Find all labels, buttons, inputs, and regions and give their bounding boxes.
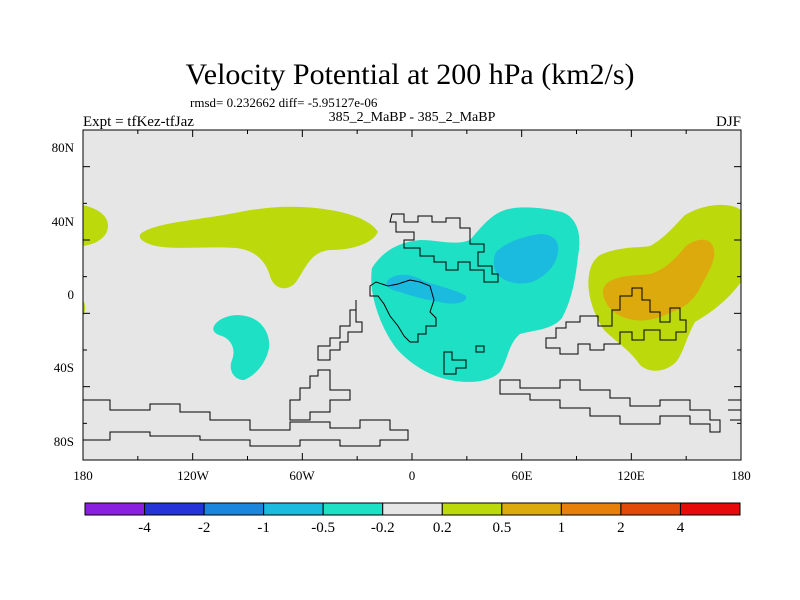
colorbar-swatch <box>560 502 622 516</box>
stats-line: rmsd= 0.232662 diff= -5.95127e-06 <box>190 95 378 110</box>
colorbar-swatch <box>144 502 205 516</box>
colorbar-label: 0.2 <box>433 520 452 536</box>
coastline-antarctica-east <box>499 379 721 433</box>
y-axis-labels: 80N 40N 0 40S 80S <box>52 140 75 449</box>
positive-strong-region <box>602 239 715 321</box>
coastlines <box>83 213 741 447</box>
coastline-antarctic-peninsula <box>289 369 351 421</box>
y-tick-label: 40N <box>52 214 75 229</box>
y-tick-label: 80N <box>52 140 75 155</box>
colorbar-label: 2 <box>617 520 625 536</box>
map-panel <box>82 129 742 461</box>
expt-label: Expt = tfKez-tfJaz <box>83 114 194 130</box>
x-tick-label: 180 <box>731 468 751 483</box>
colorbar-swatch <box>679 502 741 516</box>
colorbar: -4 -2 -1 -0.5 -0.2 0.2 0.5 1 2 4 <box>84 502 741 536</box>
positive-region-north-pacific <box>139 206 378 289</box>
x-axis-labels: 180 120W 60W 0 60E 120E 180 <box>73 468 751 483</box>
colorbar-swatch <box>203 502 265 516</box>
season-label: DJF <box>716 114 741 130</box>
colorbar-label: -0.5 <box>311 520 335 536</box>
colorbar-label: -2 <box>198 520 211 536</box>
y-tick-label: 0 <box>68 287 75 302</box>
y-tick-label: 80S <box>54 434 74 449</box>
coastline-asia-east <box>545 287 687 355</box>
x-tick-label: 0 <box>409 468 416 483</box>
coastline-europe-asia <box>389 213 499 283</box>
run-label: 385_2_MaBP - 385_2_MaBP <box>329 110 496 125</box>
x-tick-label: 60E <box>512 468 533 483</box>
colorbar-label: -0.2 <box>371 520 395 536</box>
colorbar-label: -4 <box>138 520 151 536</box>
colorbar-label: 1 <box>558 520 566 536</box>
figure-title: Velocity Potential at 200 hPa (km2/s) <box>185 58 634 91</box>
colorbar-label: 0.5 <box>492 520 511 536</box>
coastline-africa <box>369 279 437 343</box>
colorbar-label: -1 <box>257 520 270 536</box>
colorbar-swatch <box>620 502 681 516</box>
colorbar-swatch <box>263 502 324 516</box>
coastline-madagascar <box>443 345 485 375</box>
colorbar-swatch <box>322 502 384 516</box>
colorbar-swatch <box>382 502 443 516</box>
colorbar-swatch <box>501 502 562 516</box>
x-tick-label: 120W <box>177 468 210 483</box>
x-tick-label: 120E <box>617 468 645 483</box>
x-tick-label: 180 <box>73 468 93 483</box>
positive-region-west-edge-small <box>83 300 86 316</box>
positive-region-west-edge <box>83 205 108 246</box>
negative-strong-region-atlantic <box>386 274 467 304</box>
coastline-south-america <box>317 300 363 361</box>
negative-strong-region-africa <box>493 234 559 284</box>
colorbar-swatch <box>84 502 146 516</box>
negative-region-south-pacific <box>213 315 270 380</box>
coastline-antarctica-west <box>83 399 409 447</box>
y-tick-label: 40S <box>54 360 74 375</box>
x-tick-label: 60W <box>289 468 315 483</box>
axis-ticks <box>82 129 742 461</box>
colorbar-swatch <box>441 502 503 516</box>
colorbar-label: 4 <box>677 520 685 536</box>
coastline-east-edge <box>728 399 741 421</box>
